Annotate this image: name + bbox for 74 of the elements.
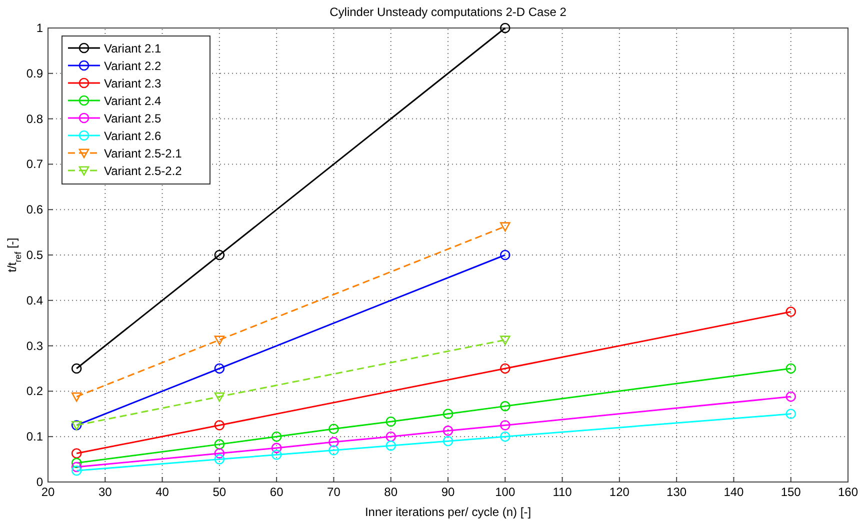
point	[500, 431, 510, 442]
point	[271, 431, 282, 442]
point	[71, 363, 82, 374]
y-tick-label: 0.4	[26, 293, 44, 308]
point	[214, 454, 225, 464]
point	[328, 424, 339, 434]
legend-label: Variant 2.3	[104, 76, 162, 90]
y-tick-label: 0	[36, 475, 44, 489]
x-tick-label: 110	[552, 485, 572, 499]
x-tick-label: 30	[98, 485, 112, 499]
point	[786, 408, 796, 420]
y-tick-label: 0.1	[26, 430, 44, 444]
point	[328, 445, 339, 456]
point	[71, 466, 82, 476]
point	[442, 426, 454, 436]
x-tick-label: 90	[441, 485, 455, 499]
point	[214, 250, 225, 260]
point	[386, 416, 396, 427]
x-tick-label: 80	[384, 485, 398, 499]
x-tick-label: 150	[780, 485, 802, 499]
x-tick-label: 50	[212, 485, 226, 499]
point	[442, 408, 454, 420]
y-tick-label: 0.9	[26, 66, 44, 80]
point	[442, 436, 454, 446]
point	[271, 442, 282, 454]
point	[214, 420, 225, 430]
point	[500, 222, 510, 232]
x-axis-title: Inner iterations per/ cycle (n) [-]	[364, 505, 532, 519]
point	[71, 458, 82, 468]
point	[214, 363, 225, 374]
y-tick-label: 0.7	[26, 157, 44, 172]
x-tick-label: 120	[609, 485, 630, 499]
legend-label: Variant 2.5	[104, 112, 162, 126]
legend-label: Variant 2.2	[104, 59, 162, 73]
y-tick-label: 0.5	[26, 248, 44, 262]
point	[786, 363, 796, 374]
point	[786, 392, 796, 402]
point	[786, 306, 796, 317]
x-tick-label: 20	[41, 485, 55, 499]
point	[500, 22, 510, 34]
point	[500, 250, 510, 260]
chart-title: Cylinder Unsteady computations 2-D Case 2	[330, 5, 567, 19]
point	[271, 450, 282, 460]
point	[214, 336, 225, 346]
x-tick-label: 130	[666, 485, 687, 499]
x-tick-label: 60	[270, 485, 284, 499]
point	[214, 392, 225, 402]
point	[328, 436, 339, 448]
point	[71, 462, 82, 472]
legend-label: Variant 2.4	[104, 94, 162, 108]
y-tick-label: 0.3	[26, 338, 44, 353]
y-tick-label: 0.2	[26, 384, 44, 398]
point	[500, 363, 510, 374]
point	[214, 448, 225, 459]
legend-label: Variant 2.5-2.1	[104, 146, 182, 160]
point	[386, 431, 396, 442]
point	[500, 401, 510, 412]
y-tick-label: 0.6	[26, 202, 44, 217]
legend-label: Variant 2.5-2.2	[104, 164, 182, 178]
x-tick-label: 140	[724, 485, 744, 499]
point	[71, 392, 82, 402]
point	[500, 420, 510, 430]
legend-label: Variant 2.6	[104, 129, 162, 143]
point	[71, 448, 82, 459]
point	[500, 336, 510, 346]
y-tick-label: 0.8	[26, 112, 44, 126]
x-tick-label: 160	[838, 485, 858, 499]
point	[214, 439, 225, 450]
legend-label: Variant 2.1	[104, 42, 162, 56]
x-tick-label: 40	[156, 485, 170, 499]
point	[386, 440, 396, 451]
x-tick-label: 70	[327, 485, 341, 499]
y-tick-label: 1	[36, 21, 44, 35]
x-tick-label: 100	[495, 485, 516, 499]
